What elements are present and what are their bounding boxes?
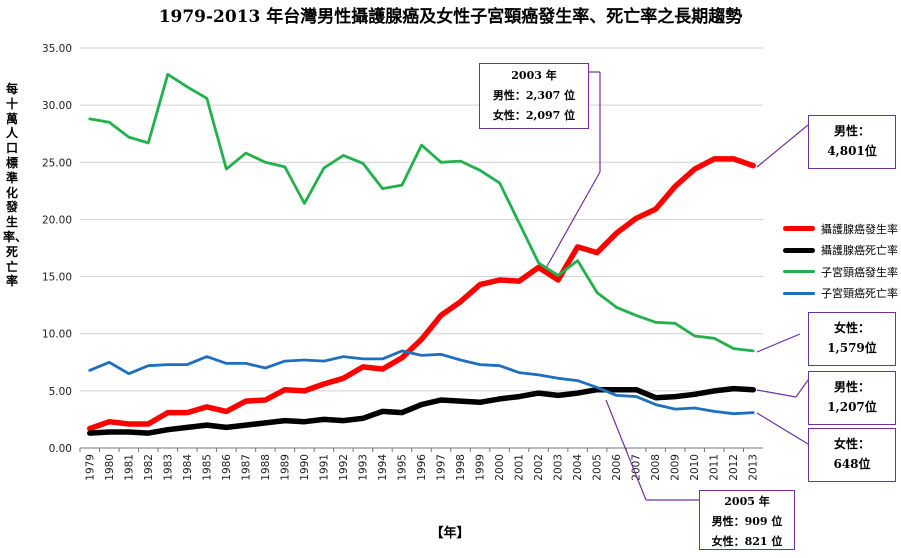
legend-swatch: [783, 226, 815, 232]
female-incidence-label: 女性：: [833, 321, 870, 335]
x-tick-label: 1993: [357, 454, 369, 481]
legend-label: 攝護腺癌發生率: [821, 222, 898, 236]
x-tick-label: 2009: [670, 454, 682, 481]
x-tick-labels: 1979 1980 1981 1982 1983 1984 1985 1986 1987 1988…: [84, 454, 759, 481]
x-tick-label: 1983: [162, 454, 174, 481]
male-mortality-value: 1,207位: [827, 400, 877, 414]
y-tick-label: 10.00: [42, 329, 72, 341]
x-tick-label: 1985: [201, 454, 213, 481]
x-tick-label: 2004: [572, 454, 584, 481]
x-tick-label: 1982: [143, 454, 155, 481]
callout-male-mortality: 男性： 1,207位: [808, 371, 896, 425]
x-tick-label: 2010: [689, 454, 701, 481]
y-tick-label: 5.00: [49, 386, 72, 398]
x-tick-label: 1980: [104, 454, 116, 481]
leader-male-inc: [756, 124, 809, 168]
series-line: [88, 349, 755, 416]
callout-2005-male: 男性：909 位: [711, 515, 783, 528]
callout-2003-male: 男性：2,307 位: [492, 89, 576, 102]
x-tick-label: 2011: [709, 454, 721, 481]
x-tick-label: 1986: [221, 454, 233, 481]
legend-swatch: [783, 291, 815, 295]
y-tick-label: 25.00: [42, 157, 72, 169]
x-tick-label: 1987: [240, 454, 252, 481]
x-tick-label: 2006: [611, 454, 623, 481]
chart-title: 1979-2013 年台灣男性攝護腺癌及女性子宮頸癌發生率、死亡率之長期趨勢: [158, 7, 743, 27]
female-incidence-value: 1,579位: [827, 341, 877, 355]
y-tick-label: 15.00: [42, 272, 72, 284]
male-incidence-label: 男性：: [833, 124, 870, 138]
x-tick-label: 1991: [318, 454, 330, 481]
callout-female-mortality: 女性： 648位: [808, 428, 896, 482]
series-line: [87, 156, 756, 432]
y-tick-label: 0.00: [49, 443, 72, 455]
x-tick-label: 1996: [416, 454, 428, 481]
x-tick-label: 1979: [84, 454, 96, 481]
legend-swatch: [783, 270, 815, 274]
leader-female-mort: [756, 412, 809, 445]
x-tick-label: 2012: [728, 454, 740, 481]
leader-2003-a: [545, 171, 601, 269]
series-line: [88, 72, 755, 353]
legend-item: 子宮頸癌發生率: [783, 261, 898, 283]
legend-label: 子宮頸癌發生率: [821, 265, 898, 279]
x-tick-label: 2003: [553, 454, 565, 481]
x-tick-label: 2007: [631, 454, 643, 481]
x-tick-label: 2000: [494, 454, 506, 481]
legend-swatch: [783, 247, 815, 253]
x-tick-label: 1995: [396, 454, 408, 481]
legend: 攝護腺癌發生率 攝護腺癌死亡率 子宮頸癌發生率 子宮頸癌死亡率: [783, 218, 898, 304]
x-tick-label: 2013: [748, 454, 760, 481]
callout-leader-lines: [545, 71, 809, 501]
leader-male-mort: [756, 389, 797, 398]
leader-2005-a: [605, 399, 647, 501]
legend-label: 攝護腺癌死亡率: [821, 244, 898, 258]
x-tick-label: 1992: [338, 454, 350, 481]
series-lines: [87, 72, 756, 436]
x-axis-label: 【年】: [430, 526, 470, 541]
callout-2003-year: 2003 年: [511, 69, 557, 82]
y-tick-labels: 0.00 5.00 10.00 15.00 20.00 25.00 30.00 35.00: [42, 43, 72, 455]
x-tick-label: 1999: [475, 454, 487, 481]
x-tick-label: 2002: [533, 454, 545, 481]
callout-2003-female: 女性：2,097 位: [492, 109, 576, 122]
x-tick-label: 1984: [182, 454, 194, 481]
x-tick-label: 2005: [592, 454, 604, 481]
gridlines: [79, 47, 763, 452]
y-tick-label: 30.00: [42, 100, 72, 112]
x-tick-label: 1990: [299, 454, 311, 481]
callout-male-incidence: 男性： 4,801位: [808, 115, 896, 169]
x-tick-label: 1989: [279, 454, 291, 481]
y-tick-label: 35.00: [42, 43, 72, 55]
male-incidence-value: 4,801位: [827, 144, 877, 158]
x-tick-label: 1981: [123, 454, 135, 481]
x-tick-label: 1994: [377, 454, 389, 481]
y-tick-label: 20.00: [42, 214, 72, 226]
y-axis-label: 每十萬人口標準化發生率、死亡率: [3, 82, 28, 289]
callout-2005-year: 2005 年: [724, 495, 770, 508]
callout-2005-female: 女性：821 位: [711, 535, 783, 548]
x-tick-label: 1998: [455, 454, 467, 481]
female-mortality-label: 女性：: [833, 437, 870, 451]
legend-item: 子宮頸癌死亡率: [783, 283, 898, 305]
female-mortality-value: 648位: [833, 457, 871, 471]
callout-female-incidence: 女性： 1,579位: [808, 312, 896, 366]
series-line: [87, 385, 756, 436]
leader-female-inc: [756, 333, 801, 353]
legend-label: 子宮頸癌死亡率: [821, 287, 898, 301]
male-mortality-label: 男性：: [833, 380, 870, 394]
leader-male-mort-b: [795, 379, 809, 398]
callout-2003: 2003 年 男性：2,307 位 女性：2,097 位: [479, 63, 589, 129]
x-tick-label: 1988: [260, 454, 272, 481]
legend-item: 攝護腺癌死亡率: [783, 240, 898, 262]
x-tick-label: 2008: [650, 454, 662, 481]
callout-2005: 2005 年 男性：909 位 女性：821 位: [699, 490, 795, 550]
legend-item: 攝護腺癌發生率: [783, 218, 898, 240]
x-tick-label: 2001: [514, 454, 526, 481]
x-tick-label: 1997: [436, 454, 448, 481]
